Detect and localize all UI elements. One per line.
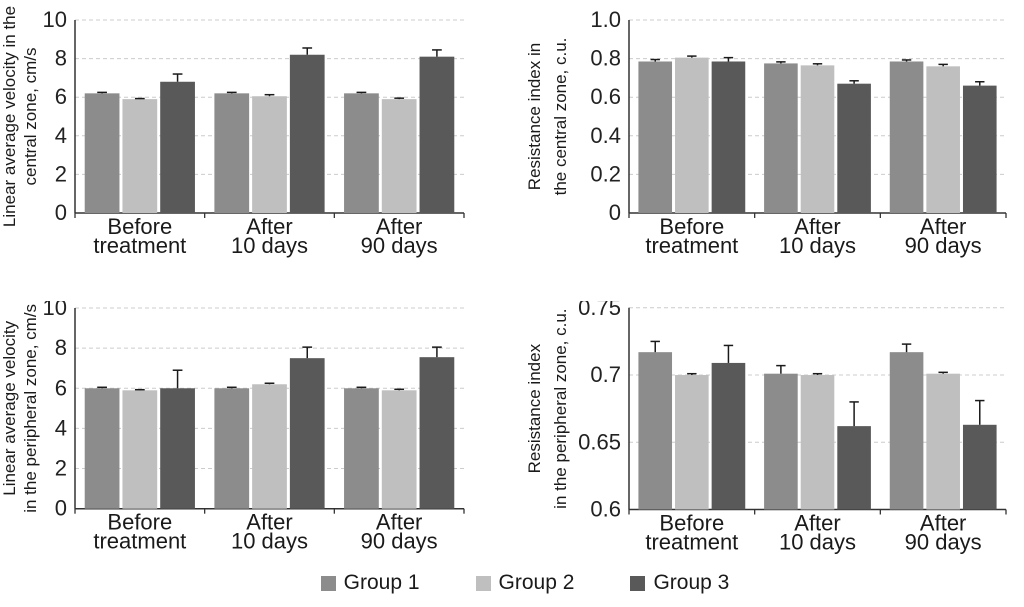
svg-text:90 days: 90 days	[361, 529, 438, 554]
svg-text:treatment: treatment	[93, 529, 186, 554]
svg-text:0: 0	[55, 200, 67, 225]
svg-text:0.8: 0.8	[590, 46, 621, 71]
svg-text:treatment: treatment	[645, 530, 738, 555]
svg-text:0.4: 0.4	[590, 123, 621, 148]
svg-text:10 days: 10 days	[779, 233, 856, 258]
svg-text:treatment: treatment	[645, 233, 738, 258]
svg-text:0.75: 0.75	[578, 301, 621, 320]
svg-text:8: 8	[55, 46, 67, 71]
svg-text:0: 0	[609, 200, 621, 225]
svg-text:10: 10	[43, 301, 67, 320]
svg-text:0.6: 0.6	[590, 84, 621, 109]
svg-text:10: 10	[43, 7, 67, 32]
svg-text:0.2: 0.2	[590, 161, 621, 186]
svg-text:0.6: 0.6	[590, 497, 621, 522]
svg-text:2: 2	[55, 161, 67, 186]
svg-text:10 days: 10 days	[231, 233, 308, 258]
svg-text:10 days: 10 days	[779, 530, 856, 555]
svg-text:90 days: 90 days	[905, 530, 982, 555]
svg-text:2: 2	[55, 456, 67, 481]
svg-text:90 days: 90 days	[905, 233, 982, 258]
svg-text:4: 4	[55, 415, 67, 440]
svg-text:90 days: 90 days	[361, 233, 438, 258]
svg-text:0: 0	[55, 496, 67, 521]
svg-text:treatment: treatment	[93, 233, 186, 258]
svg-text:10 days: 10 days	[231, 529, 308, 554]
svg-text:4: 4	[55, 123, 67, 148]
svg-text:1.0: 1.0	[590, 7, 621, 32]
svg-text:0.65: 0.65	[578, 429, 621, 454]
svg-text:6: 6	[55, 375, 67, 400]
svg-text:Linear average velocity in the: Linear average velocity in the central zo…	[0, 6, 40, 227]
svg-text:0.7: 0.7	[590, 362, 621, 387]
svg-text:8: 8	[55, 335, 67, 360]
svg-text:6: 6	[55, 84, 67, 109]
